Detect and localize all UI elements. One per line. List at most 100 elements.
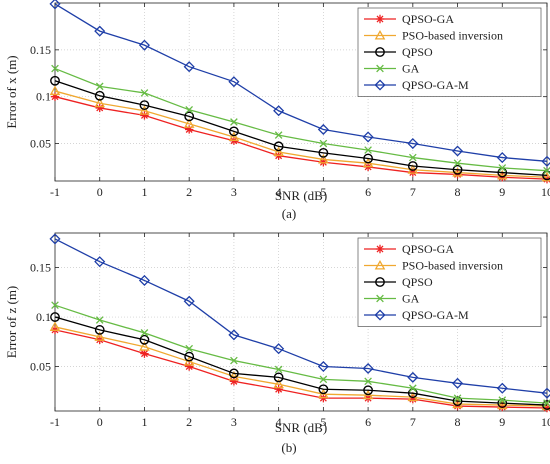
x-tick-label: 0 — [97, 415, 103, 429]
x-tick-label: 6 — [365, 185, 371, 199]
series-line — [54, 3, 548, 162]
data-point — [139, 334, 150, 345]
data-point — [273, 378, 284, 389]
data-point — [363, 153, 373, 164]
data-point — [185, 344, 194, 353]
data-point — [94, 25, 106, 37]
data-point — [496, 382, 508, 394]
data-point — [184, 111, 195, 122]
x-axis-label: SNR (dB) — [275, 420, 327, 435]
x-tick-label: 2 — [186, 415, 192, 429]
data-point — [408, 153, 417, 162]
x-tick-label: 10 — [541, 415, 550, 429]
x-tick-label: 3 — [231, 415, 237, 429]
series-qpso — [50, 312, 550, 410]
data-point — [140, 349, 149, 358]
series-qpso-ga-m — [49, 0, 550, 167]
legend-marker — [374, 29, 386, 40]
legend-label: QPSO-GA — [402, 12, 454, 26]
data-point — [496, 169, 508, 180]
data-point — [498, 396, 507, 404]
series-qpso-ga-m — [49, 233, 550, 399]
data-point — [273, 343, 285, 355]
data-point — [139, 341, 150, 351]
x-tick-label: -1 — [50, 185, 60, 199]
legend-box — [357, 237, 542, 327]
data-point — [453, 401, 462, 411]
data-point — [183, 356, 195, 366]
x-tick-label: 9 — [499, 415, 505, 429]
series-line — [54, 90, 548, 178]
data-point — [318, 147, 329, 158]
legend-label: QPSO — [402, 45, 433, 59]
grid — [55, 3, 547, 181]
data-point — [228, 370, 240, 381]
data-point — [453, 159, 462, 168]
data-point — [184, 125, 194, 134]
data-point — [139, 105, 150, 115]
data-point — [541, 155, 550, 167]
data-point — [318, 388, 329, 399]
data-point — [94, 90, 105, 101]
data-point — [228, 76, 240, 88]
legend: QPSO-GA PSO-based inversion QPSO GA QPSO-GA-… — [357, 237, 542, 327]
data-point — [542, 400, 550, 410]
x-tick-label: 10 — [541, 185, 550, 199]
x-tick-label: 1 — [141, 415, 147, 429]
y-axis-label: Error of x (m) — [4, 55, 19, 128]
data-point — [273, 146, 284, 156]
data-point — [274, 365, 283, 374]
data-point — [274, 385, 283, 394]
data-point — [363, 385, 373, 396]
legend: QPSO-GA PSO-based inversion QPSO GA QPSO-GA-… — [357, 7, 542, 97]
legend-label: QPSO-GA-M — [402, 78, 469, 92]
x-tick-label: 8 — [455, 185, 461, 199]
data-point — [319, 139, 328, 148]
data-point — [407, 137, 419, 150]
data-point — [452, 167, 463, 177]
legend-marker — [374, 79, 386, 91]
chart-b: -1 0 1 2 3 4 5 6 7 8 9 10 0.05 0.1 0.15 SNR (dB) Error o… — [4, 232, 550, 455]
legend-label: QPSO-GA — [402, 242, 454, 256]
data-point — [140, 89, 149, 97]
legend-marker — [376, 64, 384, 73]
series-line — [54, 238, 548, 394]
legend-marker — [374, 309, 386, 321]
panel-caption: (b) — [281, 440, 296, 455]
data-point — [228, 329, 240, 341]
data-point — [184, 362, 194, 371]
series-line — [54, 96, 548, 180]
x-tick-label: -1 — [50, 415, 60, 429]
data-point — [408, 394, 418, 404]
data-point — [362, 131, 374, 143]
data-point — [185, 105, 194, 114]
data-point — [50, 92, 60, 101]
data-point — [452, 396, 463, 407]
y-tick-label: 0.05 — [30, 360, 51, 374]
data-point — [274, 131, 283, 139]
data-point — [51, 301, 59, 310]
data-point — [273, 372, 284, 383]
data-point — [453, 394, 462, 402]
x-tick-label: 7 — [410, 415, 416, 429]
series-ga — [51, 64, 550, 175]
y-tick-label: 0.15 — [30, 43, 51, 57]
data-point — [364, 146, 372, 154]
data-point — [362, 362, 374, 375]
data-point — [407, 371, 419, 383]
series-qpso-ga — [50, 92, 550, 184]
x-tick-label: 2 — [186, 185, 192, 199]
data-point — [407, 161, 418, 171]
y-tick-label: 0.05 — [30, 137, 51, 151]
data-point — [496, 152, 508, 164]
data-point — [49, 321, 61, 331]
data-point — [49, 233, 61, 245]
data-point — [543, 166, 550, 175]
plot-frame — [54, 2, 548, 182]
series-line — [54, 316, 548, 406]
y-tick-label: 0.1 — [36, 90, 51, 104]
data-point — [49, 0, 61, 10]
y-tick-label: 0.1 — [36, 310, 51, 324]
series-pso-based-inversion — [49, 321, 550, 411]
data-point — [183, 118, 195, 128]
